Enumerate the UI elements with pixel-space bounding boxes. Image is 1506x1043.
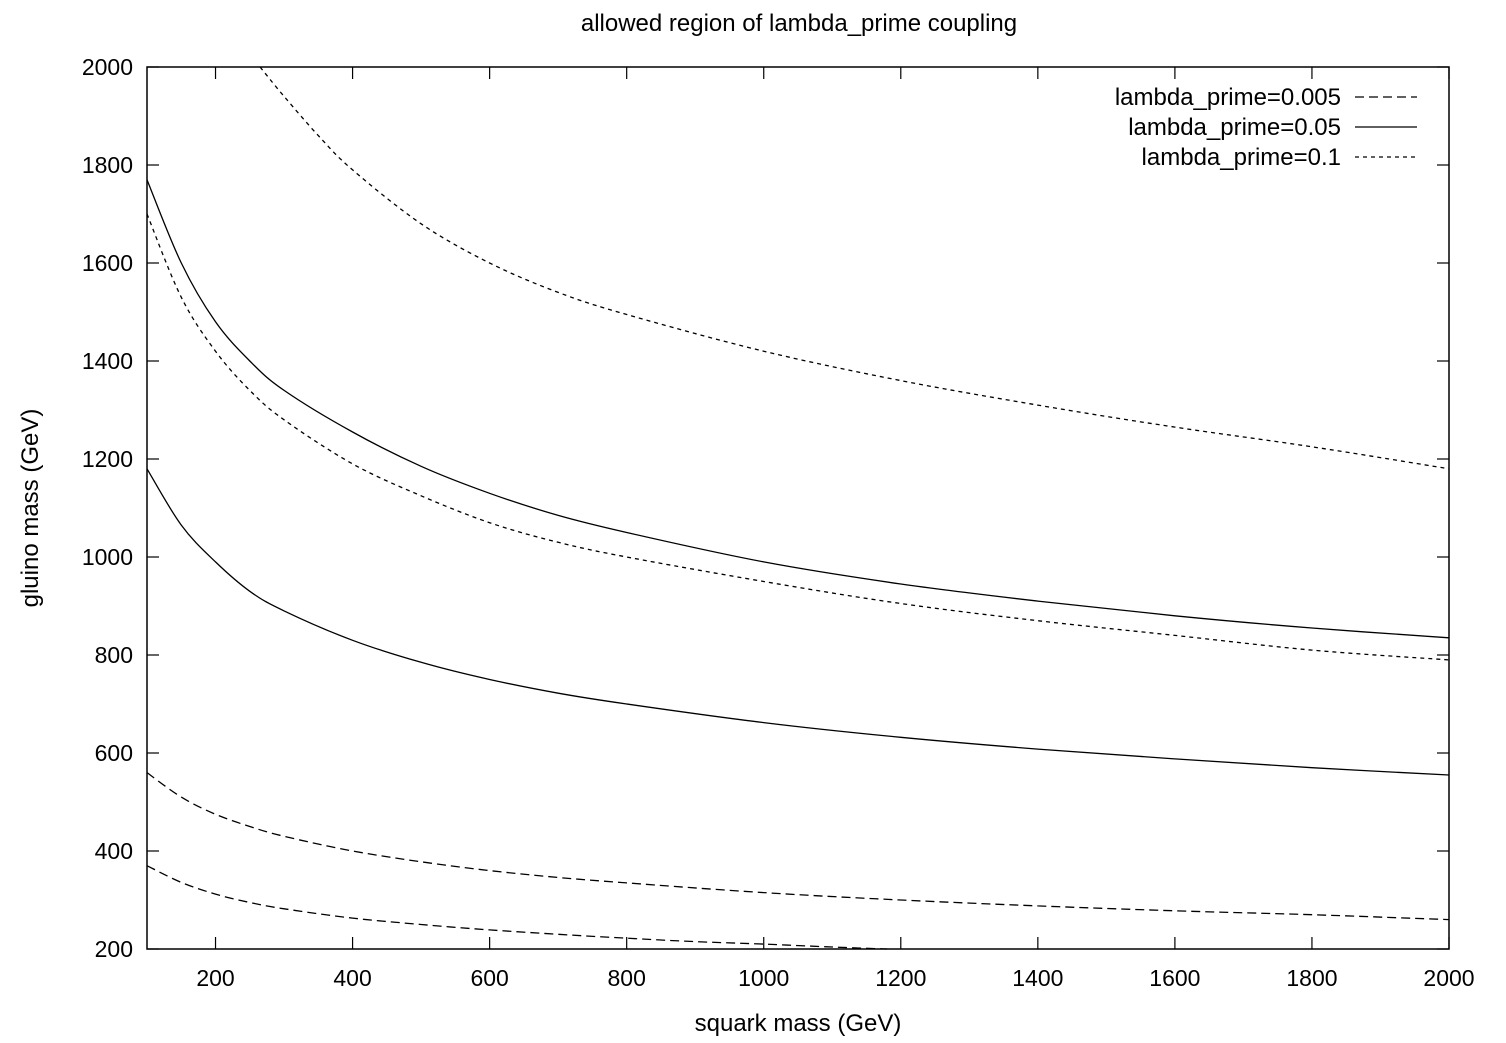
series-2-curve-0 [259,66,1450,470]
series-0-curve-0 [146,772,1450,921]
x-tick-label: 600 [470,965,508,991]
y-tick-label: 1800 [82,152,133,178]
x-tick-label: 1000 [738,965,789,991]
series-1-curve-0 [146,179,1450,639]
y-axis: 200 400 600 800 1000 1200 1400 1600 1800 2000 [82,54,1449,962]
x-axis-label: squark mass (GeV) [695,1010,902,1037]
y-tick-label: 2000 [82,54,133,80]
y-tick-label: 1200 [82,446,133,472]
legend-label: lambda_prime=0.1 [1142,144,1341,171]
series-2-curve-1 [146,213,1450,661]
legend: lambda_prime=0.005 lambda_prime=0.05lambd… [1115,84,1417,171]
x-axis: 200 400 600 800 1000 1200 1400 1600 1800 2000 [196,67,1475,991]
series-curves [146,66,1450,950]
x-tick-label: 1800 [1286,965,1337,991]
chart-title: allowed region of lambda_prime coupling [581,10,1017,37]
y-tick-label: 1400 [82,348,133,374]
x-tick-label: 1600 [1149,965,1200,991]
x-tick-label: 400 [333,965,371,991]
legend-label: lambda_prime=0.05 [1128,114,1341,141]
y-tick-label: 800 [95,642,133,668]
x-tick-label: 800 [607,965,645,991]
series-0-curve-1 [146,865,888,950]
y-tick-label: 1600 [82,250,133,276]
plot-frame [146,66,1450,950]
y-axis-label: gluino mass (GeV) [17,409,44,608]
x-tick-label: 1400 [1012,965,1063,991]
y-tick-label: 200 [95,936,133,962]
x-tick-label: 1200 [875,965,926,991]
x-tick-label: 200 [196,965,234,991]
series-1-curve-1 [146,468,1450,776]
y-tick-label: 400 [95,838,133,864]
legend-label: lambda_prime=0.005 [1115,84,1341,111]
x-tick-label: 2000 [1423,965,1474,991]
y-tick-label: 600 [95,740,133,766]
y-tick-label: 1000 [82,544,133,570]
